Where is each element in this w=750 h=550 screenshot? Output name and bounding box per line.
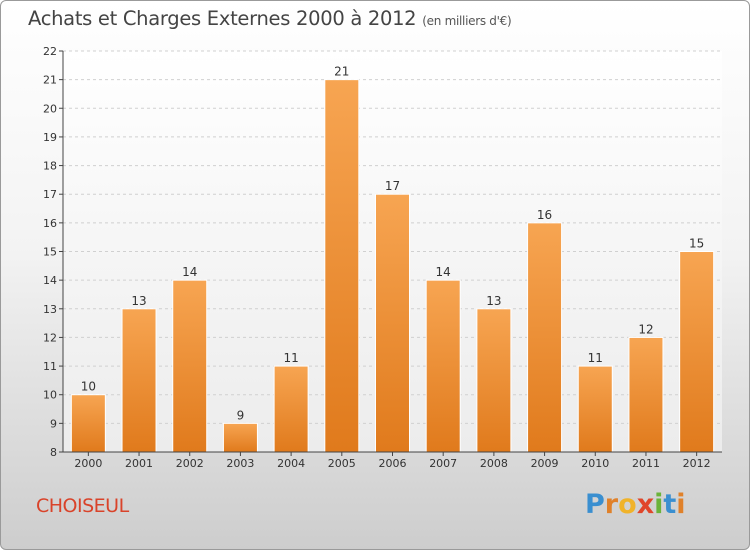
logo-letter: i xyxy=(676,489,686,520)
bar-2001 xyxy=(121,308,157,453)
x-axis: 2000 2001 2002 2003 2004 2005 2006 2007 2008 2009… xyxy=(74,452,711,470)
title-text: Achats et Charges Externes 2000 à 2012 xyxy=(28,7,417,30)
y-axis: 8 9 10 11 12 13 14 15 16 17 18 19 20 21 22 xyxy=(43,45,63,459)
y-tick-label: 21 xyxy=(43,74,57,87)
data-label-2005: 21 xyxy=(334,65,349,79)
commune-name: CHOISEUL xyxy=(36,495,129,517)
x-tick-label: 2011 xyxy=(632,457,660,470)
x-tick-label: 2006 xyxy=(379,457,407,470)
data-labels: 10 13 14 9 11 21 17 14 13 16 11 12 15 xyxy=(81,65,705,423)
bar-2003 xyxy=(222,422,258,453)
data-label-2010: 11 xyxy=(588,351,603,365)
bar-2004 xyxy=(273,365,309,453)
bar-2006 xyxy=(375,193,410,453)
bar-2000 xyxy=(70,394,106,453)
x-tick-label: 2000 xyxy=(74,457,102,470)
y-tick-label: 19 xyxy=(43,131,57,144)
bar-2012 xyxy=(679,251,715,453)
y-tick-label: 22 xyxy=(43,45,57,58)
bar-2002 xyxy=(172,279,208,453)
logo-letter: i xyxy=(654,489,664,520)
logo-letter: r xyxy=(604,489,619,520)
logo-letter: o xyxy=(618,489,637,520)
bar-2010 xyxy=(577,365,613,453)
data-label-2006: 17 xyxy=(385,179,400,193)
data-label-2009: 16 xyxy=(537,208,552,222)
data-label-2003: 9 xyxy=(237,408,245,422)
y-tick-label: 16 xyxy=(43,217,57,230)
data-label-2000: 10 xyxy=(81,380,96,394)
x-tick-label: 2003 xyxy=(226,457,254,470)
data-label-2004: 11 xyxy=(283,351,298,365)
logo-letter: x xyxy=(636,489,655,520)
data-label-2011: 12 xyxy=(638,322,653,336)
y-tick-label: 17 xyxy=(43,188,57,201)
x-tick-label: 2010 xyxy=(581,457,609,470)
proxiti-logo: Proxiti xyxy=(585,489,686,520)
bars xyxy=(70,79,715,453)
data-label-2008: 13 xyxy=(486,294,501,308)
data-label-2002: 14 xyxy=(182,265,197,279)
bar-2005 xyxy=(324,79,360,453)
x-tick-label: 2007 xyxy=(429,457,457,470)
y-tick-label: 14 xyxy=(43,274,57,287)
logo-letter: t xyxy=(663,489,677,520)
y-tick-label: 11 xyxy=(43,360,57,373)
y-tick-label: 20 xyxy=(43,102,57,115)
x-tick-label: 2001 xyxy=(125,457,153,470)
y-tick-label: 10 xyxy=(43,389,57,402)
x-tick-label: 2008 xyxy=(480,457,508,470)
data-label-2001: 13 xyxy=(131,294,146,308)
logo-letter: P xyxy=(585,489,605,520)
y-tick-label: 13 xyxy=(43,303,57,316)
y-tick-label: 12 xyxy=(43,331,57,344)
y-tick-label: 18 xyxy=(43,160,57,173)
data-label-2012: 15 xyxy=(689,237,704,251)
y-tick-label: 9 xyxy=(50,417,57,430)
y-tick-label: 8 xyxy=(50,446,57,459)
bar-2008 xyxy=(476,308,512,453)
x-tick-label: 2002 xyxy=(176,457,204,470)
data-label-2007: 14 xyxy=(436,265,451,279)
bar-2011 xyxy=(628,336,664,453)
x-tick-label: 2005 xyxy=(328,457,356,470)
y-tick-label: 15 xyxy=(43,246,57,259)
bar-2009 xyxy=(527,222,563,453)
x-tick-label: 2012 xyxy=(683,457,711,470)
chart-subtitle: (en milliers d'€) xyxy=(422,14,512,28)
x-tick-label: 2009 xyxy=(531,457,559,470)
bar-2007 xyxy=(425,279,461,453)
x-tick-label: 2004 xyxy=(277,457,305,470)
chart-title: Achats et Charges Externes 2000 à 2012 (e… xyxy=(28,7,512,30)
